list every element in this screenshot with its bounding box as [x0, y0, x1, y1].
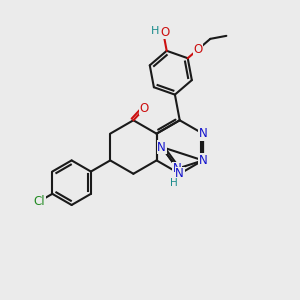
Text: O: O [160, 26, 170, 39]
Text: H: H [170, 178, 178, 188]
Text: N: N [199, 154, 207, 167]
Text: N: N [199, 127, 207, 140]
Text: H: H [151, 26, 159, 36]
Text: N: N [173, 162, 182, 175]
Text: O: O [193, 43, 203, 56]
Text: N: N [175, 167, 184, 180]
Text: O: O [140, 102, 149, 115]
Text: N: N [157, 140, 166, 154]
Text: N: N [199, 154, 207, 167]
Text: Cl: Cl [34, 195, 45, 208]
